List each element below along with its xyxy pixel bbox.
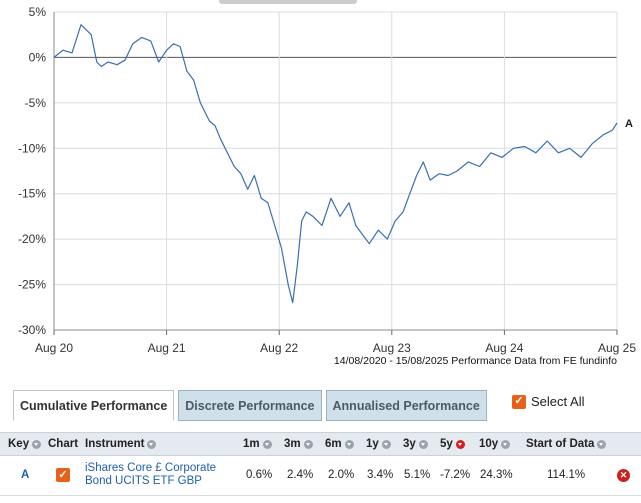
sort-icon[interactable]	[418, 439, 428, 449]
tab-annualised-performance[interactable]: Annualised Performance	[325, 390, 487, 421]
instrument-name-line2[interactable]: Bond UCITS ETF GBP	[85, 475, 202, 487]
table-row: A ✓ iShares Core £ Corporate Bond UCITS …	[0, 456, 641, 496]
select-all-checkbox[interactable]: ✓	[512, 394, 526, 409]
tab-discrete-performance[interactable]: Discrete Performance	[178, 390, 322, 421]
x-tick-label: Aug 24	[485, 341, 523, 355]
header-3y[interactable]: 3y	[403, 438, 428, 450]
header-key[interactable]: Key	[8, 438, 42, 450]
header-1y[interactable]: 1y	[366, 438, 391, 450]
sort-active-icon[interactable]	[455, 439, 465, 449]
cell-6m: 2.0%	[328, 469, 355, 481]
sort-icon[interactable]	[147, 439, 157, 449]
close-circle-icon[interactable]: ✕	[617, 469, 630, 482]
sort-icon[interactable]	[501, 439, 511, 449]
cell-5y: -7.2%	[440, 469, 471, 481]
sort-icon[interactable]	[597, 439, 607, 449]
sort-icon[interactable]	[344, 439, 354, 449]
x-tick-label: Aug 25	[598, 341, 636, 355]
header-instrument[interactable]: Instrument	[85, 438, 157, 450]
y-tick-label: 0%	[29, 50, 47, 64]
row-key[interactable]: A	[21, 469, 30, 481]
y-tick-label: -15%	[18, 187, 46, 201]
cell-1y: 3.4%	[367, 469, 394, 481]
instrument-name-line1[interactable]: iShares Core £ Corporate	[85, 462, 217, 474]
cell-1m: 0.6%	[246, 469, 273, 481]
cell-10y: 24.3%	[480, 469, 513, 481]
y-tick-label: -20%	[18, 232, 46, 246]
y-tick-label: 5%	[29, 5, 47, 19]
performance-chart: 5% 0% -5% -10% -15% -20% -25% -30% Aug 20 Aug 21 A…	[18, 5, 636, 355]
x-tick-label: Aug 22	[260, 341, 298, 355]
sort-icon[interactable]	[303, 439, 313, 449]
header-5y[interactable]: 5y	[440, 438, 465, 450]
header-start-of-data[interactable]: Start of Data	[526, 438, 607, 450]
x-tick-label: Aug 20	[35, 341, 73, 355]
cell-start-of-data: 114.1%	[547, 469, 586, 481]
header-10y[interactable]: 10y	[479, 438, 511, 450]
chart-caption: 14/08/2020 - 15/08/2025 Performance Data…	[333, 355, 617, 367]
sort-icon[interactable]	[262, 439, 272, 449]
instrument-link[interactable]: iShares Core £ Corporate Bond UCITS ETF …	[85, 462, 216, 488]
header-chart: Chart	[48, 438, 79, 450]
series-line-A	[53, 24, 618, 304]
check-icon[interactable]: ✓	[56, 468, 70, 482]
header-3m[interactable]: 3m	[284, 438, 313, 450]
table-header: Key Chart Instrument 1m 3m 6m 1y 3y 5y 1…	[0, 432, 641, 456]
cell-3m: 2.4%	[287, 469, 314, 481]
y-tick-label: -10%	[18, 141, 46, 155]
y-tick-label: -25%	[18, 278, 46, 292]
select-all-toggle[interactable]: ✓ Select All	[512, 394, 584, 409]
sort-icon[interactable]	[381, 439, 391, 449]
x-tick-label: Aug 23	[373, 341, 411, 355]
header-6m[interactable]: 6m	[325, 438, 354, 450]
select-all-label: Select All	[531, 394, 585, 409]
tab-cumulative-performance[interactable]: Cumulative Performance	[13, 390, 175, 421]
y-tick-label: -5%	[25, 96, 47, 110]
performance-tabs: Cumulative Performance Discrete Performa…	[13, 390, 487, 421]
series-end-label: A	[625, 118, 633, 130]
row-chart-checkbox[interactable]: ✓	[56, 468, 70, 482]
sort-icon[interactable]	[32, 439, 42, 449]
header-1m[interactable]: 1m	[243, 438, 272, 450]
performance-table: Key Chart Instrument 1m 3m 6m 1y 3y 5y 1…	[0, 432, 641, 496]
top-scroll-handle	[219, 0, 357, 4]
cell-3y: 5.1%	[404, 469, 431, 481]
y-tick-label: -30%	[18, 323, 46, 337]
x-tick-label: Aug 21	[148, 341, 186, 355]
